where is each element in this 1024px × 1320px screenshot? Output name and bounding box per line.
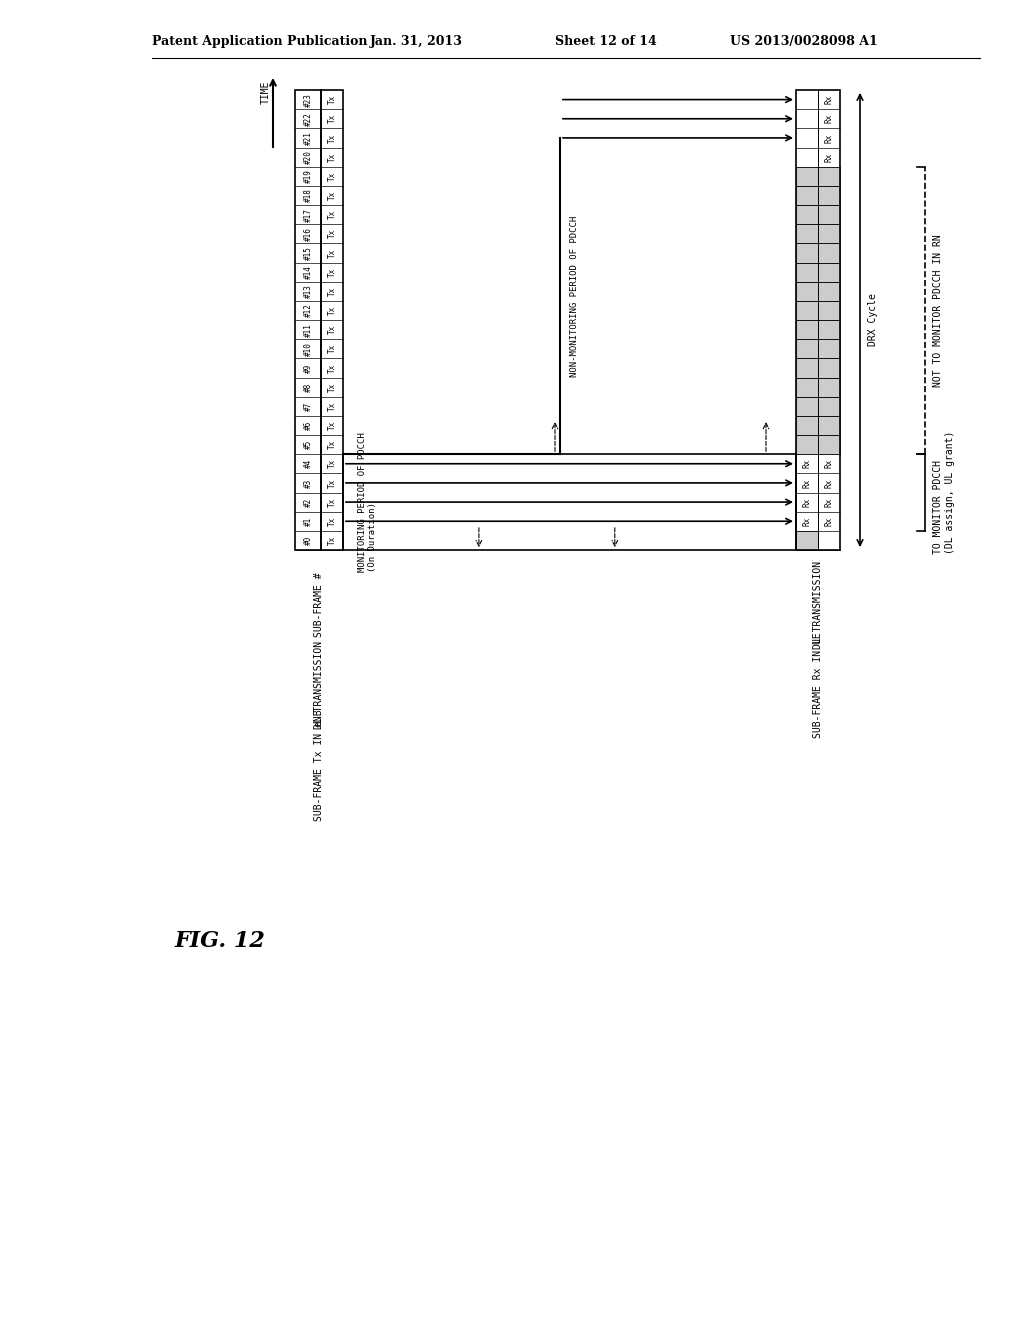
Text: Rx: Rx bbox=[824, 133, 834, 143]
Text: #21: #21 bbox=[303, 131, 312, 145]
Text: Rx: Rx bbox=[824, 95, 834, 104]
Text: #14: #14 bbox=[303, 265, 312, 279]
Bar bbox=[796, 416, 840, 436]
Bar bbox=[796, 339, 840, 358]
Text: Sheet 12 of 14: Sheet 12 of 14 bbox=[555, 36, 656, 48]
Text: Tx: Tx bbox=[328, 210, 337, 219]
Bar bbox=[796, 243, 840, 263]
Bar bbox=[796, 301, 840, 319]
Text: Rx: Rx bbox=[824, 498, 834, 507]
Text: #0: #0 bbox=[303, 536, 312, 545]
Text: Tx: Tx bbox=[328, 268, 337, 277]
Text: DRX Cycle: DRX Cycle bbox=[868, 293, 878, 346]
Text: Patent Application Publication: Patent Application Publication bbox=[152, 36, 368, 48]
Text: #6: #6 bbox=[303, 421, 312, 430]
Text: Tx: Tx bbox=[328, 440, 337, 449]
Text: #20: #20 bbox=[303, 150, 312, 164]
Text: #10: #10 bbox=[303, 342, 312, 355]
Text: #18: #18 bbox=[303, 189, 312, 202]
Text: Tx: Tx bbox=[328, 401, 337, 411]
Bar bbox=[321, 90, 343, 550]
Text: #4: #4 bbox=[303, 459, 312, 469]
Bar bbox=[796, 263, 840, 281]
Text: #9: #9 bbox=[303, 363, 312, 372]
Bar bbox=[796, 436, 840, 454]
Text: SUB-FRAME Tx IN eNB: SUB-FRAME Tx IN eNB bbox=[314, 709, 324, 821]
Text: #15: #15 bbox=[303, 246, 312, 260]
Text: Tx: Tx bbox=[328, 383, 337, 392]
Text: Rx: Rx bbox=[824, 459, 834, 469]
Text: TO MONITOR PDCCH
(DL assign, UL grant): TO MONITOR PDCCH (DL assign, UL grant) bbox=[933, 430, 954, 554]
Text: Jan. 31, 2013: Jan. 31, 2013 bbox=[370, 36, 463, 48]
Text: Tx: Tx bbox=[328, 248, 337, 257]
Text: Rx: Rx bbox=[824, 478, 834, 487]
Text: Tx: Tx bbox=[328, 345, 337, 354]
Text: Tx: Tx bbox=[328, 133, 337, 143]
Text: Rx: Rx bbox=[803, 478, 811, 487]
Bar bbox=[295, 90, 321, 550]
Text: #1: #1 bbox=[303, 516, 312, 525]
Text: Tx: Tx bbox=[328, 114, 337, 123]
Text: SUB-FRAME #: SUB-FRAME # bbox=[314, 573, 324, 638]
Text: Tx: Tx bbox=[328, 95, 337, 104]
Text: Tx: Tx bbox=[328, 191, 337, 201]
Text: Rx: Rx bbox=[803, 498, 811, 507]
Text: Tx: Tx bbox=[328, 459, 337, 469]
Text: NOT TO MONITOR PDCCH IN RN: NOT TO MONITOR PDCCH IN RN bbox=[933, 234, 943, 387]
Text: #13: #13 bbox=[303, 284, 312, 298]
Text: Rx: Rx bbox=[824, 516, 834, 525]
Text: FIG. 12: FIG. 12 bbox=[175, 931, 266, 952]
Bar bbox=[796, 205, 840, 224]
Text: Rx: Rx bbox=[803, 516, 811, 525]
Text: Rx: Rx bbox=[824, 114, 834, 123]
Bar bbox=[796, 166, 840, 186]
Text: US 2013/0028098 A1: US 2013/0028098 A1 bbox=[730, 36, 878, 48]
Text: Tx: Tx bbox=[328, 286, 337, 296]
Text: Rx: Rx bbox=[824, 152, 834, 162]
Text: #17: #17 bbox=[303, 207, 312, 222]
Bar bbox=[796, 90, 840, 550]
Text: #8: #8 bbox=[303, 383, 312, 392]
Bar bbox=[796, 378, 840, 397]
Text: #5: #5 bbox=[303, 440, 312, 449]
Text: #11: #11 bbox=[303, 322, 312, 337]
Text: Tx: Tx bbox=[328, 478, 337, 487]
Text: #12: #12 bbox=[303, 304, 312, 317]
Text: Tx: Tx bbox=[328, 152, 337, 162]
Text: Tx: Tx bbox=[328, 536, 337, 545]
Text: #23: #23 bbox=[303, 92, 312, 107]
Text: Tx: Tx bbox=[328, 306, 337, 315]
Text: #2: #2 bbox=[303, 498, 312, 507]
Text: #3: #3 bbox=[303, 478, 312, 487]
Text: NON-MONITORING PERIOD OF PDCCH: NON-MONITORING PERIOD OF PDCCH bbox=[570, 215, 579, 376]
Text: #19: #19 bbox=[303, 169, 312, 183]
Bar bbox=[796, 281, 840, 301]
Text: Rx: Rx bbox=[803, 459, 811, 469]
Bar bbox=[796, 319, 840, 339]
Bar bbox=[796, 358, 840, 378]
Text: DL TRANSMISSION: DL TRANSMISSION bbox=[813, 561, 823, 649]
Text: Tx: Tx bbox=[328, 498, 337, 507]
Text: #22: #22 bbox=[303, 112, 312, 125]
Text: MONITORING PERIOD OF PDCCH
(On Duration): MONITORING PERIOD OF PDCCH (On Duration) bbox=[358, 432, 378, 572]
Text: DL TRANSMISSION: DL TRANSMISSION bbox=[314, 642, 324, 729]
Text: Tx: Tx bbox=[328, 516, 337, 525]
Bar bbox=[796, 531, 818, 550]
Text: #7: #7 bbox=[303, 401, 312, 411]
Text: Tx: Tx bbox=[328, 230, 337, 239]
Text: Tx: Tx bbox=[328, 325, 337, 334]
Text: #16: #16 bbox=[303, 227, 312, 240]
Text: Tx: Tx bbox=[328, 172, 337, 181]
Text: TIME: TIME bbox=[261, 81, 271, 103]
Text: SUB-FRAME Rx IN UE: SUB-FRAME Rx IN UE bbox=[813, 632, 823, 738]
Bar bbox=[796, 397, 840, 416]
Text: Tx: Tx bbox=[328, 363, 337, 372]
Bar bbox=[796, 186, 840, 205]
Text: Tx: Tx bbox=[328, 421, 337, 430]
Bar bbox=[796, 224, 840, 243]
